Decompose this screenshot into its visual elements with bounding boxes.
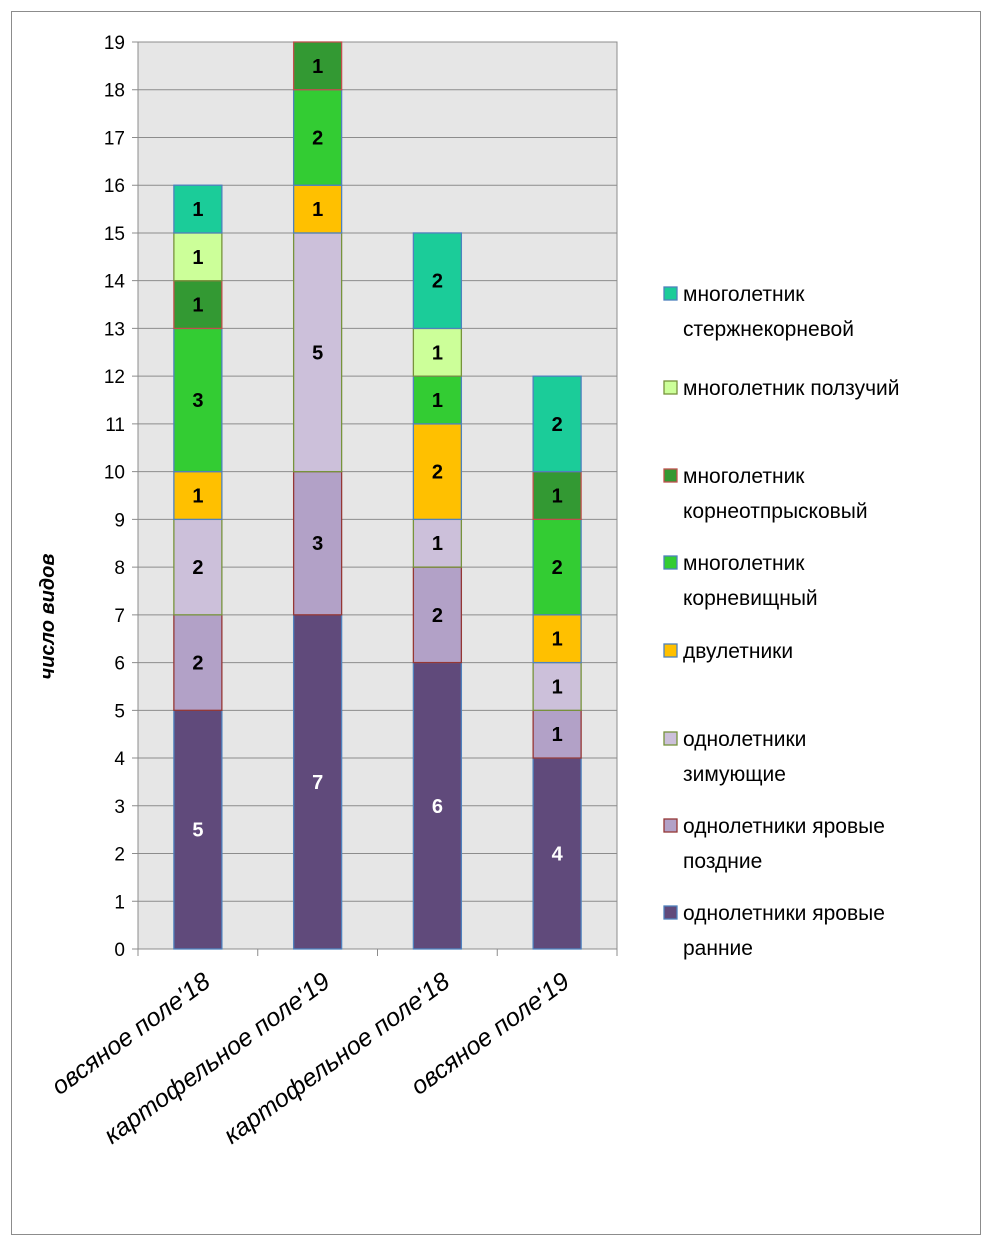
legend-item[interactable]: двулетники: [664, 640, 793, 663]
data-label: 2: [192, 653, 203, 675]
legend-label: многолетник: [683, 465, 805, 488]
y-tick-label: 6: [114, 654, 125, 675]
data-label: 5: [192, 820, 203, 842]
legend-label: зимующие: [683, 763, 786, 786]
legend-swatch: [664, 644, 677, 657]
y-tick-label: 17: [104, 128, 125, 149]
y-tick-label: 12: [104, 367, 125, 388]
data-label: 1: [192, 247, 203, 269]
y-tick-label: 1: [114, 892, 125, 913]
legend-item[interactable]: однолетники яровые поздние: [664, 815, 885, 873]
legend-item[interactable]: однолетники зимующие: [664, 728, 806, 786]
y-tick-label: 4: [114, 749, 125, 770]
legend-label: многолетник: [683, 283, 805, 306]
legend-label: однолетники: [683, 728, 806, 751]
data-label: 2: [432, 605, 443, 627]
x-category-label: картофельное поле'19: [99, 967, 335, 1149]
y-tick-label: 11: [105, 415, 125, 436]
data-label: 1: [552, 724, 563, 746]
legend-item[interactable]: однолетники яровые ранние: [664, 902, 885, 960]
legend-item[interactable]: многолетник стержнекорневой: [664, 283, 854, 341]
data-label: 7: [312, 772, 323, 794]
y-tick-label: 15: [104, 224, 125, 245]
data-label: 1: [432, 533, 443, 555]
data-label: 2: [312, 127, 323, 149]
legend-swatch: [664, 469, 677, 482]
data-label: 1: [552, 629, 563, 651]
y-tick-label: 5: [114, 701, 125, 722]
data-label: 2: [192, 557, 203, 579]
legend-label: стержнекорневой: [683, 318, 854, 341]
x-category-label: картофельное поле'18: [219, 967, 455, 1149]
y-tick-label: 13: [104, 319, 125, 340]
data-label: 5: [312, 342, 323, 364]
legend-swatch: [664, 732, 677, 745]
y-tick-label: 14: [104, 272, 126, 293]
legend-label: корневищный: [683, 587, 818, 610]
legend-swatch: [664, 819, 677, 832]
data-label: 2: [432, 462, 443, 484]
y-axis-title: число видов: [37, 554, 59, 680]
y-tick-label: 10: [104, 463, 125, 484]
y-tick-label: 7: [114, 606, 125, 627]
legend-label: поздние: [683, 850, 762, 873]
legend-swatch: [664, 906, 677, 919]
legend-label: многолетник: [683, 552, 805, 575]
y-tick-label: 9: [114, 510, 125, 531]
legend-label: ранние: [683, 937, 753, 960]
data-label: 1: [432, 390, 443, 412]
data-label: 3: [192, 390, 203, 412]
data-label: 1: [192, 199, 203, 221]
legend-label: двулетники: [683, 640, 793, 663]
data-label: 3: [312, 533, 323, 555]
legend-swatch: [664, 556, 677, 569]
data-label: 2: [552, 414, 563, 436]
data-label: 1: [192, 486, 203, 508]
legend-swatch: [664, 287, 677, 300]
y-tick-label: 19: [104, 33, 125, 54]
data-label: 6: [432, 796, 443, 818]
legend-item[interactable]: многолетник ползучий: [664, 377, 899, 400]
legend-item[interactable]: многолетник корнеотпрысковый: [664, 465, 868, 523]
legend-label: однолетники яровые: [683, 902, 885, 925]
legend-label: однолетники яровые: [683, 815, 885, 838]
data-label: 1: [192, 295, 203, 317]
y-tick-label: 2: [114, 845, 125, 866]
y-tick-label: 16: [104, 176, 125, 197]
y-tick-label: 3: [114, 797, 125, 818]
legend-label: корнеотпрысковый: [683, 500, 868, 523]
data-label: 1: [432, 342, 443, 364]
data-label: 1: [552, 676, 563, 698]
legend-swatch: [664, 381, 677, 394]
data-label: 2: [552, 557, 563, 579]
legend-label: многолетник ползучий: [683, 377, 899, 400]
data-label: 4: [552, 844, 564, 866]
data-label: 2: [432, 271, 443, 293]
y-tick-label: 0: [114, 940, 125, 961]
y-tick-label: 18: [104, 81, 125, 102]
legend-item[interactable]: многолетник корневищный: [664, 552, 818, 610]
y-tick-label: 8: [114, 558, 125, 579]
data-label: 1: [312, 199, 323, 221]
data-label: 1: [312, 56, 323, 78]
data-label: 1: [552, 486, 563, 508]
